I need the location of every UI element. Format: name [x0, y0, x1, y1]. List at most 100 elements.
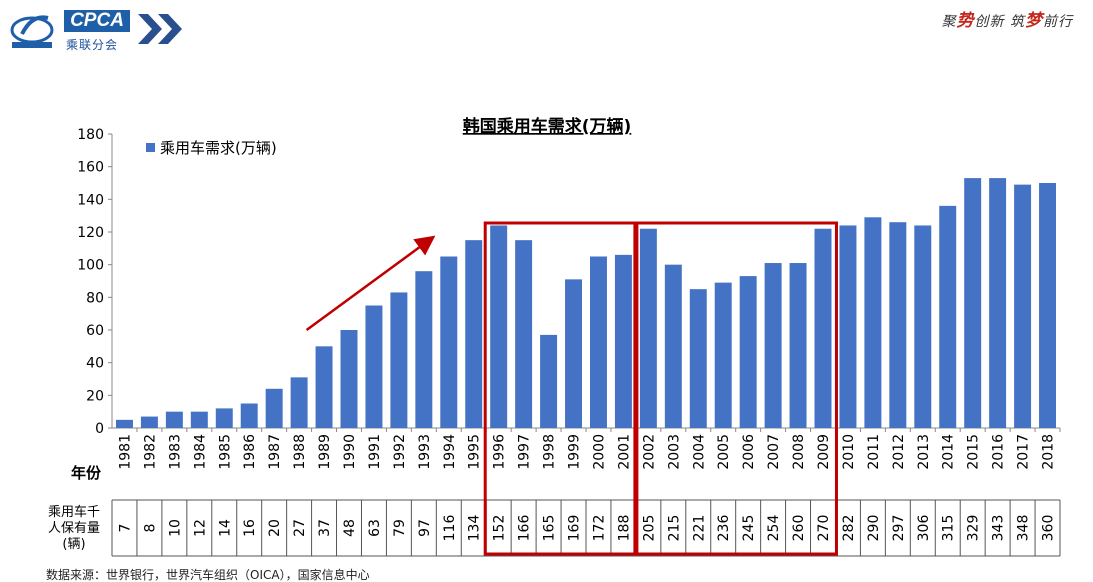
bar — [165, 411, 183, 428]
bar — [290, 377, 308, 428]
ownership-value: 12 — [192, 519, 208, 537]
bar — [789, 263, 807, 428]
bar — [490, 225, 508, 428]
x-tick-label: 1984 — [192, 434, 208, 470]
cpca-emblem-icon — [10, 15, 54, 48]
trend-arrow — [305, 235, 436, 332]
y-tick-label: 0 — [95, 421, 104, 437]
ownership-value: 10 — [167, 519, 183, 537]
x-tick-label: 1993 — [417, 434, 433, 470]
x-tick-label: 2007 — [766, 434, 782, 470]
ownership-row-label: 人保有量 — [48, 521, 100, 536]
ownership-value: 270 — [816, 515, 832, 542]
bar — [889, 222, 907, 428]
ownership-value: 166 — [517, 515, 533, 542]
bar — [140, 416, 158, 428]
cpca-logo: CPCA 乘联分会 — [8, 8, 198, 52]
bar — [515, 240, 533, 428]
bar — [540, 334, 558, 428]
bar — [639, 228, 657, 428]
x-tick-label: 2009 — [816, 434, 832, 470]
y-tick-label: 180 — [77, 127, 104, 143]
y-tick-label: 140 — [77, 192, 104, 208]
x-tick-label: 2006 — [741, 434, 757, 470]
x-tick-label: 2000 — [591, 434, 607, 470]
slogan: 聚势创新 筑梦前行 — [942, 6, 1073, 31]
ownership-value: 63 — [367, 519, 383, 537]
bar — [190, 411, 208, 428]
slogan-part: 势 — [956, 11, 975, 31]
x-tick-label: 2016 — [991, 434, 1007, 470]
x-tick-label: 1981 — [117, 434, 133, 470]
ownership-value: 7 — [117, 524, 133, 533]
slogan-part: 梦 — [1025, 11, 1043, 31]
ownership-value: 221 — [691, 515, 707, 542]
bar — [240, 403, 258, 428]
bar — [390, 292, 408, 428]
bar — [939, 205, 957, 428]
bar — [365, 305, 383, 428]
year-row-label: 年份 — [71, 464, 102, 482]
ownership-value: 260 — [791, 515, 807, 542]
x-tick-label: 1999 — [567, 434, 583, 470]
ownership-value: 205 — [641, 515, 657, 542]
x-tick-label: 2017 — [1016, 434, 1032, 470]
ownership-value: 16 — [242, 519, 258, 537]
y-tick-label: 40 — [86, 356, 104, 372]
ownership-value: 169 — [567, 515, 583, 542]
bar — [340, 330, 358, 428]
bar — [440, 256, 458, 428]
bar — [315, 346, 333, 428]
y-tick-label: 120 — [77, 225, 104, 241]
x-tick-label: 1987 — [267, 434, 283, 470]
x-tick-label: 2002 — [641, 434, 657, 470]
ownership-value: 97 — [417, 519, 433, 537]
bar — [714, 282, 732, 428]
bar — [739, 276, 757, 428]
ownership-value: 290 — [866, 515, 882, 542]
x-tick-label: 1997 — [517, 434, 533, 470]
ownership-value: 254 — [766, 515, 782, 542]
bar — [989, 178, 1007, 428]
ownership-value: 116 — [442, 515, 458, 542]
slogan-part: 创新 筑 — [974, 14, 1025, 30]
ownership-value: 8 — [142, 524, 158, 533]
bar — [265, 388, 283, 428]
bar — [565, 279, 583, 428]
x-tick-label: 2003 — [666, 434, 682, 470]
highlight-overlays — [305, 221, 838, 556]
logo-subtext: 乘联分会 — [66, 38, 119, 52]
y-tick-label: 100 — [77, 258, 104, 274]
bar — [614, 254, 632, 428]
ownership-value: 297 — [891, 515, 907, 542]
x-tick-label: 1992 — [392, 434, 408, 470]
ownership-value: 20 — [267, 519, 283, 537]
x-tick-label: 2005 — [716, 434, 732, 470]
ownership-value: 360 — [1041, 515, 1057, 542]
bar — [914, 225, 932, 428]
ownership-value: 306 — [916, 515, 932, 542]
y-tick-label: 80 — [86, 290, 104, 306]
x-tick-label: 2004 — [691, 434, 707, 470]
ownership-table: 7 8 10 12 14 16 20 27 37 48 63 79 97 116 134 152 166 165 1… — [48, 499, 1061, 557]
y-tick-label: 20 — [86, 388, 104, 404]
ownership-row-label: (辆) — [62, 537, 85, 552]
data-source-note: 数据来源：世界银行，世界汽车组织（OICA），国家信息中心 — [46, 568, 370, 582]
ownership-value: 343 — [991, 515, 1007, 542]
x-tick-label: 2012 — [891, 434, 907, 470]
ownership-value: 329 — [966, 515, 982, 542]
bar — [215, 408, 233, 428]
bar — [664, 264, 682, 428]
x-tick-label: 2018 — [1041, 434, 1057, 470]
bar — [814, 228, 832, 428]
x-tick-label: 2008 — [791, 434, 807, 470]
bar — [589, 256, 607, 428]
x-tick-label: 1996 — [492, 434, 508, 470]
ownership-value: 14 — [217, 519, 233, 537]
ownership-value: 79 — [392, 519, 408, 537]
ownership-value: 188 — [616, 515, 632, 542]
bar — [1014, 184, 1032, 428]
x-tick-label: 1990 — [342, 434, 358, 470]
x-tick-label: 1994 — [442, 434, 458, 470]
